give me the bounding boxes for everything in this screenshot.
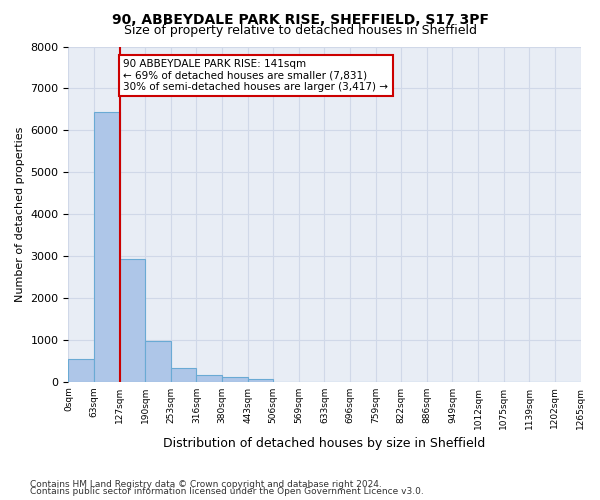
Bar [196,375,222,382]
Y-axis label: Number of detached properties: Number of detached properties [15,126,25,302]
Bar [94,112,119,382]
Text: Size of property relative to detached houses in Sheffield: Size of property relative to detached ho… [124,24,476,37]
Text: Contains HM Land Registry data © Crown copyright and database right 2024.: Contains HM Land Registry data © Crown c… [30,480,382,489]
X-axis label: Distribution of detached houses by size in Sheffield: Distribution of detached houses by size … [163,437,485,450]
Bar [68,360,94,382]
Bar [248,379,273,382]
Text: 90, ABBEYDALE PARK RISE, SHEFFIELD, S17 3PF: 90, ABBEYDALE PARK RISE, SHEFFIELD, S17 … [112,12,488,26]
Text: Contains public sector information licensed under the Open Government Licence v3: Contains public sector information licen… [30,487,424,496]
Bar [119,259,145,382]
Bar [171,368,196,382]
Text: 90 ABBEYDALE PARK RISE: 141sqm
← 69% of detached houses are smaller (7,831)
30% : 90 ABBEYDALE PARK RISE: 141sqm ← 69% of … [124,59,388,92]
Bar [222,378,248,382]
Bar [145,341,171,382]
